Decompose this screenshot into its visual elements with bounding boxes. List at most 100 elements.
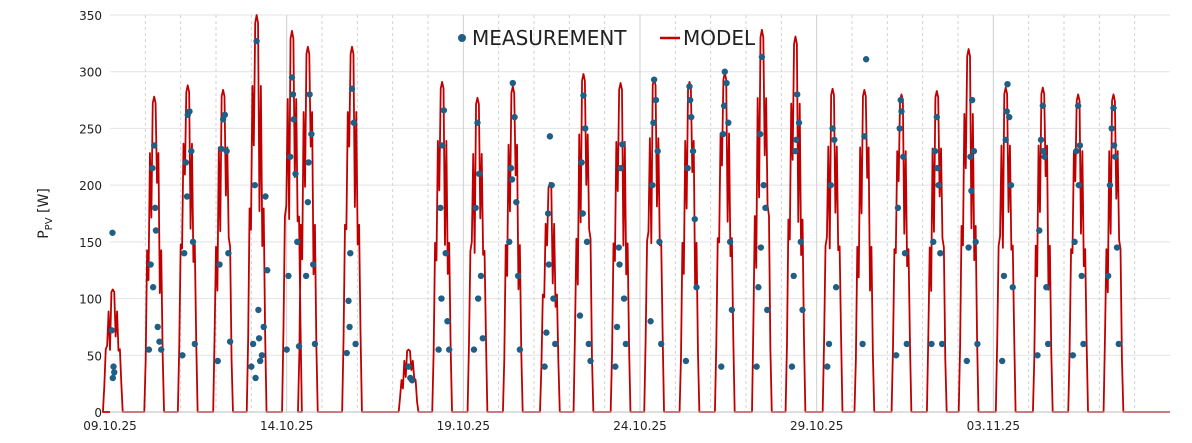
measurement-point (513, 198, 520, 206)
measurement-point (345, 297, 352, 305)
measurement-point (688, 113, 695, 121)
measurement-point (545, 261, 553, 268)
measurement-point (506, 238, 513, 246)
legend-measurement-label: MEASUREMENT (472, 26, 627, 50)
measurement-point (649, 181, 656, 189)
measurement-point (1003, 108, 1010, 115)
measurement-point (508, 176, 516, 183)
measurement-point (968, 187, 975, 195)
measurement-point (757, 244, 765, 251)
measurement-point (613, 323, 621, 331)
measurement-point (658, 340, 665, 348)
measurement-point (109, 374, 117, 382)
measurement-point (1037, 136, 1045, 143)
y-axis-label: PPV [W] (36, 188, 55, 239)
measurement-point (972, 238, 979, 246)
measurement-point (933, 113, 940, 121)
measurement-point (1007, 181, 1015, 189)
measurement-point (654, 147, 661, 155)
measurement-point (825, 340, 833, 348)
measurement-point (437, 204, 444, 212)
measurement-point (472, 204, 479, 212)
measurement-point (223, 147, 230, 155)
measurement-point (620, 295, 628, 302)
x-tick-label: 09.10.25 (83, 419, 136, 433)
measurement-point (824, 363, 831, 370)
measurement-point (1113, 244, 1121, 251)
measurement-point (435, 346, 442, 353)
measurement-point (652, 96, 660, 104)
measurement-point (686, 96, 694, 104)
measurement-point (544, 210, 552, 217)
measurement-point (797, 238, 804, 246)
measurement-point (619, 141, 626, 148)
measurement-point (302, 272, 310, 280)
measurement-point (156, 338, 163, 345)
measurement-point (111, 369, 118, 376)
measurement-point (689, 147, 697, 155)
measurement-point (756, 130, 764, 138)
measurement-point (930, 238, 937, 246)
measurement-point (691, 215, 698, 223)
measurement-point (788, 363, 796, 370)
measurement-point (1075, 181, 1083, 189)
measurement-point (938, 340, 946, 348)
measurement-point (1004, 80, 1011, 88)
measurement-point (1110, 142, 1118, 149)
measurement-point (900, 153, 907, 160)
measurement-point (405, 363, 412, 370)
y-tick-label: 250 (79, 122, 102, 136)
measurement-point (795, 119, 803, 126)
measurement-point (1076, 142, 1084, 149)
measurement-point (968, 96, 976, 104)
measurement-point (152, 227, 160, 234)
measurement-point (1073, 147, 1080, 155)
measurement-point (1040, 147, 1047, 155)
measurement-point (963, 357, 971, 365)
measurement-point (859, 340, 866, 348)
measurement-point (764, 306, 771, 314)
measurement-point (311, 340, 319, 348)
measurement-point (287, 153, 294, 160)
x-tick-label: 24.10.25 (613, 419, 666, 433)
measurement-point (249, 340, 257, 348)
measurement-point (290, 116, 297, 123)
measurement-point (226, 338, 234, 345)
measurement-point (1078, 272, 1085, 280)
measurement-point (438, 295, 445, 302)
measurement-point (1034, 352, 1041, 359)
measurement-point (514, 272, 522, 280)
measurement-point (862, 56, 870, 63)
measurement-point (552, 340, 559, 348)
measurement-point (762, 204, 769, 212)
measurement-point (656, 238, 663, 246)
measurement-point (255, 306, 262, 314)
x-tick-label: 14.10.25 (260, 419, 313, 433)
measurement-point (721, 68, 728, 75)
measurement-point (726, 238, 734, 246)
measurement-point (292, 170, 299, 177)
measurement-point (1036, 227, 1043, 234)
measurement-point (283, 346, 290, 353)
measurement-point (615, 244, 622, 251)
measurement-point (970, 147, 978, 155)
measurement-point (894, 204, 902, 212)
measurement-point (347, 250, 354, 257)
measurement-point (1000, 272, 1008, 280)
measurement-point (898, 108, 905, 115)
measurement-point (149, 164, 156, 172)
measurement-point (896, 125, 903, 132)
y-tick-label: 0 (94, 406, 102, 420)
measurement-point (158, 346, 165, 353)
measurement-point (145, 346, 153, 353)
measurement-point (440, 107, 448, 114)
measurement-point (147, 261, 154, 268)
series-measurement (108, 37, 1122, 384)
measurement-point (474, 295, 482, 302)
measurement-point (760, 181, 767, 189)
measurement-point (346, 323, 353, 331)
x-tick-label: 03.11.25 (967, 419, 1020, 433)
measurement-point (755, 284, 762, 291)
measurement-point (1043, 284, 1050, 291)
y-tick-label: 200 (79, 179, 102, 193)
